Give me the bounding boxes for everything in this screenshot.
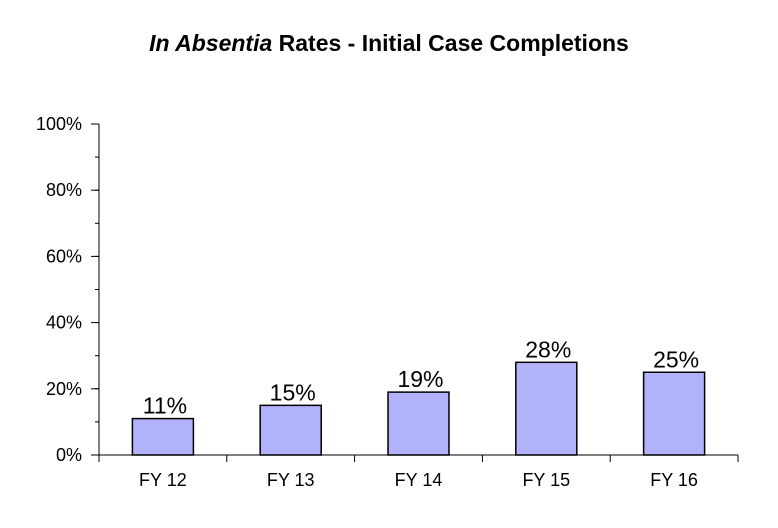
x-category-label: FY 16 (650, 470, 698, 490)
bar-data-label: 25% (653, 346, 699, 372)
y-tick-label: 80% (46, 180, 82, 200)
chart-title-rest: Rates - Initial Case Completions (272, 30, 629, 56)
y-tick-label: 0% (56, 445, 82, 465)
x-category-label: FY 14 (395, 470, 443, 490)
bar (515, 361, 578, 456)
bar (642, 371, 706, 456)
x-category-label: FY 13 (267, 470, 315, 490)
y-tick-label: 100% (36, 114, 82, 134)
y-tick-label: 60% (46, 246, 82, 266)
bar (387, 391, 450, 456)
x-category-label: FY 12 (139, 470, 187, 490)
x-category-label: FY 15 (522, 470, 570, 490)
chart-title-italic: In Absentia (149, 30, 273, 56)
bar-data-label: 28% (525, 336, 571, 362)
chart-title: In Absentia Rates - Initial Case Complet… (0, 30, 778, 57)
y-tick-label: 40% (46, 313, 82, 333)
y-tick-label: 20% (46, 379, 82, 399)
bar (131, 417, 195, 456)
bar (259, 404, 322, 456)
bar-data-label: 19% (397, 366, 443, 392)
bar-data-label: 11% (143, 393, 187, 419)
bar-data-label: 15% (270, 379, 316, 405)
